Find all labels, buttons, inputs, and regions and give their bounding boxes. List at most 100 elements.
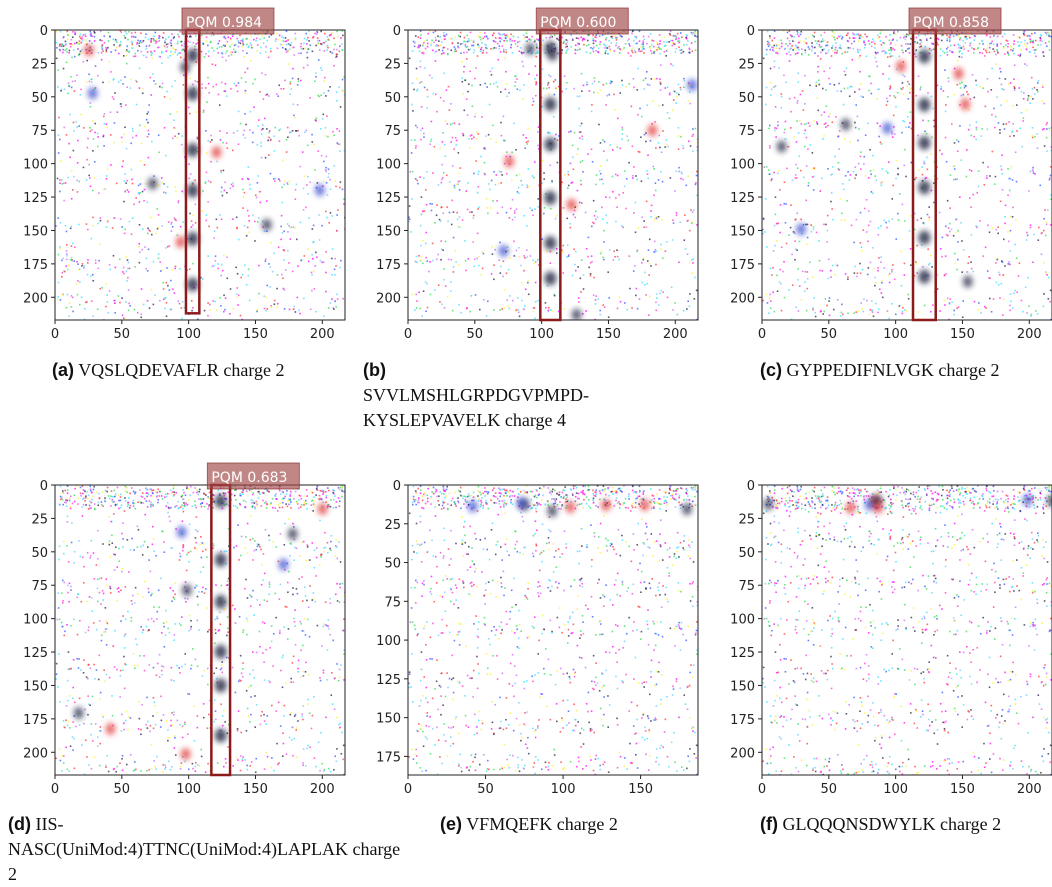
pixel: [138, 246, 140, 248]
pixel: [465, 45, 467, 47]
pixel: [174, 186, 176, 188]
pixel: [261, 133, 263, 135]
pixel: [91, 129, 93, 131]
pixel: [121, 758, 123, 760]
pixel: [514, 85, 516, 87]
pixel: [119, 302, 121, 304]
pixel: [634, 36, 636, 38]
pixel: [293, 308, 295, 310]
pixel: [197, 138, 199, 140]
pixel: [946, 38, 948, 40]
pixel: [335, 306, 337, 308]
pixel: [576, 37, 578, 39]
pixel: [492, 125, 494, 127]
pixel: [594, 215, 596, 217]
pixel: [90, 78, 92, 80]
pixel: [303, 43, 305, 45]
pixel: [97, 146, 99, 148]
pixel: [854, 166, 856, 168]
pixel: [666, 139, 668, 141]
pixel: [506, 173, 508, 175]
pixel: [320, 94, 322, 96]
pixel: [506, 95, 508, 97]
pixel: [851, 126, 853, 128]
pixel: [620, 35, 622, 37]
pixel: [67, 294, 69, 296]
pixel: [146, 56, 148, 58]
pixel: [976, 127, 978, 129]
pixel: [595, 40, 597, 42]
pixel: [87, 138, 89, 140]
pixel: [61, 46, 63, 48]
pixel: [607, 95, 609, 97]
pixel: [1014, 290, 1016, 292]
pixel: [817, 110, 819, 112]
pixel: [100, 31, 102, 33]
pixel: [509, 40, 511, 42]
pixel: [255, 40, 257, 42]
pixel: [928, 217, 930, 219]
pixel: [441, 206, 443, 208]
pixel: [1007, 40, 1009, 42]
pixel: [1023, 98, 1025, 100]
pixel: [665, 250, 667, 252]
pixel: [518, 192, 520, 194]
pixel: [231, 184, 233, 186]
pixel: [260, 202, 262, 204]
pixel: [471, 295, 473, 297]
pixel: [317, 182, 319, 184]
pixel: [415, 178, 417, 180]
pixel: [307, 145, 309, 147]
pixel: [864, 44, 866, 46]
pixel: [869, 43, 871, 45]
pixel: [1024, 63, 1026, 65]
pixel: [879, 125, 881, 127]
y-tick-label: 25: [738, 57, 755, 72]
pixel: [622, 133, 624, 135]
pixel: [174, 49, 176, 51]
pixel: [320, 43, 322, 45]
pixel: [796, 52, 798, 54]
pixel: [308, 40, 310, 42]
pixel: [1045, 235, 1047, 237]
pixel: [158, 495, 160, 497]
pixel: [787, 32, 789, 34]
pixel: [120, 494, 122, 496]
pixel: [275, 178, 277, 180]
pixel: [242, 207, 244, 209]
pixel: [450, 124, 452, 126]
pixel: [1028, 305, 1030, 307]
pixel: [878, 234, 880, 236]
pixel: [181, 49, 183, 51]
pixel: [581, 73, 583, 75]
pixel: [179, 303, 181, 305]
pixel: [577, 148, 579, 150]
pixel: [796, 102, 798, 104]
pixel: [319, 96, 321, 98]
pixel: [103, 593, 105, 595]
pixel: [469, 211, 471, 213]
pixel: [132, 595, 134, 597]
pixel: [71, 295, 73, 297]
pixel: [495, 47, 497, 49]
pixel: [60, 160, 62, 162]
pixel: [442, 141, 444, 143]
pixel: [658, 304, 660, 306]
pixel: [226, 732, 228, 734]
pixel: [825, 45, 827, 47]
pixel: [336, 128, 338, 130]
pixel: [903, 34, 905, 36]
pixel: [63, 182, 65, 184]
pixel: [282, 160, 284, 162]
pixel: [113, 553, 115, 555]
pixel: [900, 251, 902, 253]
pixel: [535, 53, 537, 55]
pixel: [142, 496, 144, 498]
blob: [187, 87, 199, 101]
pixel: [778, 170, 780, 172]
pixel: [433, 93, 435, 95]
pixel: [528, 293, 530, 295]
pixel: [860, 156, 862, 158]
pixel: [122, 615, 124, 617]
pixel: [142, 92, 144, 94]
